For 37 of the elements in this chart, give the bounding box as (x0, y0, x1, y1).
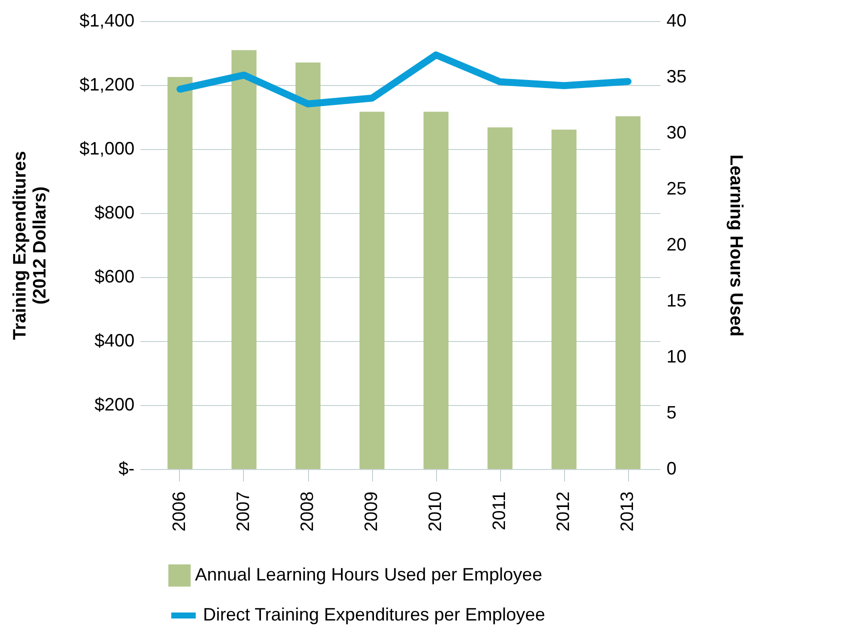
bar (296, 62, 320, 469)
bar (168, 77, 192, 469)
x-tick-label: 2008 (297, 492, 317, 532)
y-tick-label: $1,200 (79, 74, 134, 94)
y2-tick-label: 25 (666, 178, 687, 198)
x-tick-label: 2006 (169, 492, 189, 532)
y-tick-label: $800 (94, 202, 134, 222)
y2-tick-label: 35 (666, 66, 687, 86)
y2-tick-label: 10 (666, 346, 687, 366)
y2-tick-label: 30 (666, 122, 687, 142)
bar (360, 112, 384, 469)
y2-tick-label: 20 (666, 234, 687, 254)
bar (424, 112, 448, 469)
x-tick-label: 2013 (617, 492, 637, 532)
y2-tick-label: 5 (666, 402, 677, 422)
y2-tick-label: 15 (666, 290, 687, 310)
bar (552, 130, 576, 469)
legend-label: Direct Training Expenditures per Employee (203, 604, 546, 624)
x-tick-label: 2009 (361, 492, 381, 532)
x-tick-label: 2007 (233, 492, 253, 532)
bar (232, 50, 256, 469)
y-tick-label: $1,000 (79, 138, 134, 158)
x-tick-label: 2011 (489, 492, 509, 530)
x-tick-label: 2010 (425, 492, 445, 532)
x-tick-label: 2012 (553, 492, 573, 532)
bar (488, 127, 512, 469)
legend-label: Annual Learning Hours Used per Employee (195, 564, 542, 584)
y-tick-label: $200 (94, 394, 134, 414)
y2-axis-title: Learning Hours Used (726, 154, 747, 337)
y-axis-title: Training Expenditures (2012 Dollars) (9, 150, 50, 340)
y-tick-label: $400 (94, 330, 134, 350)
y2-tick-label: 0 (666, 458, 677, 478)
bar (616, 116, 640, 469)
y-tick-label: $1,400 (79, 10, 134, 30)
y-tick-label: $600 (94, 266, 134, 286)
y-tick-label: $- (118, 458, 134, 478)
y2-tick-label: 40 (666, 10, 687, 30)
